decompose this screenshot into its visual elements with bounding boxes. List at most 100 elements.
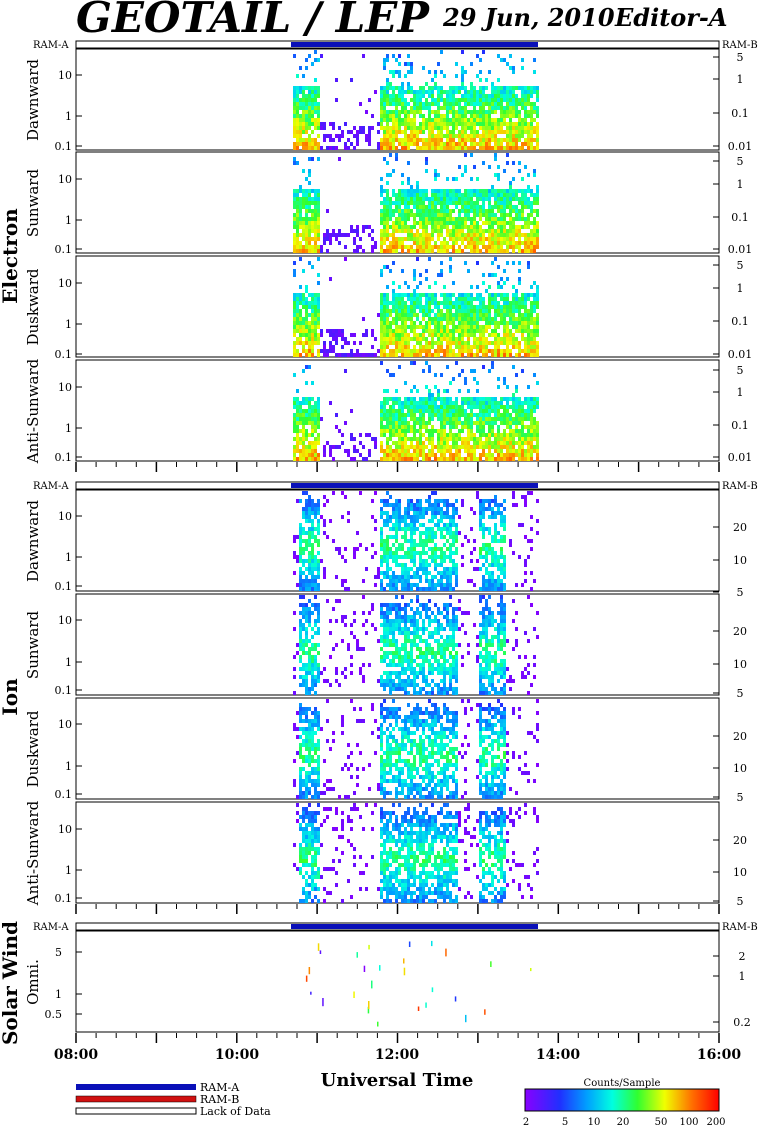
electron-panel-sunward-spectrogram-cell-729 — [488, 209, 491, 213]
electron-panel-sunward-spectrogram-cell-61 — [305, 177, 308, 181]
electron-panel-anti-sunward-spectrogram-cell-602 — [464, 441, 467, 445]
electron-panel-anti-sunward-spectrogram-cell-579 — [461, 369, 464, 373]
electron-panel-dawnward-spectrogram-cell-427 — [422, 106, 425, 110]
electron-panel-duskward-spectrogram-cell-312 — [398, 349, 401, 353]
electron-panel-dawnward-spectrogram-cell-285 — [392, 134, 395, 138]
ion-panel-dawnward-spectrogram-cell-222 — [386, 503, 389, 507]
electron-panel-sunward-spectrogram-cell-45 — [299, 245, 302, 249]
electron-panel-duskward-spectrogram-cell-730 — [482, 349, 485, 353]
ion-panel-dawnward-spectrogram-cell-452 — [428, 499, 431, 503]
electron-panel-anti-sunward-spectrogram-cell-377 — [419, 429, 422, 433]
electron-panel-dawnward-spectrogram-cell-326 — [401, 98, 404, 102]
ion-panel-dawnward-spectrogram-cell-300 — [398, 563, 401, 567]
electron-panel-sunward-spectrogram-cell-768 — [494, 237, 497, 241]
electron-panel-sunward-spectrogram-cell-178 — [359, 237, 362, 241]
electron-panel-dawnward-spectrogram-cell-407 — [416, 142, 419, 146]
electron-panel-anti-sunward-spectrogram-cell-46 — [302, 413, 305, 417]
electron-panel-anti-sunward-spectrogram-cell-184 — [380, 433, 383, 437]
electron-panel-sunward-spectrogram-cell-625 — [467, 201, 470, 205]
ion-panel-dawnward-spectrogram-cell-220 — [386, 491, 389, 495]
electron-panel-anti-sunward-spectrogram-cell-583 — [461, 409, 464, 413]
electron-panel-anti-sunward-spectrogram-cell-302 — [404, 425, 407, 429]
ion-panel-dawnward-spectrogram-cell-586 — [452, 503, 455, 507]
electron-panel-sunward-spectrogram-cell-252 — [389, 249, 392, 253]
electron-panel-sunward-spectrogram-cell-497 — [440, 213, 443, 217]
electron-panel-duskward-spectrogram-cell-262 — [389, 337, 392, 341]
electron-panel-sunward-spectrogram-cell-689 — [479, 209, 482, 213]
electron-panel-dawnward-spectrogram-cell-303 — [395, 138, 398, 142]
electron-panel-duskward-spectrogram-cell-392 — [416, 285, 419, 289]
electron-panel-duskward-spectrogram-cell-630 — [464, 305, 467, 309]
electron-panel-anti-sunward-spectrogram-cell-797 — [503, 457, 506, 461]
electron-panel-dawnward-spectrogram-cell-195 — [368, 134, 371, 138]
electron-panel-duskward-spectrogram-cell-665 — [470, 317, 473, 321]
electron-panel-sunward-spectrogram-cell-547 — [449, 245, 452, 249]
electron-panel-dawnward-spectrogram-cell-238 — [386, 58, 389, 62]
electron-panel-duskward-spectrogram-cell-25 — [296, 321, 299, 325]
electron-panel-anti-sunward-spectrogram-cell-169 — [368, 449, 371, 453]
electron-panel-sunward-spectrogram-cell-730 — [488, 213, 491, 217]
editor-label: Editor-A — [614, 3, 728, 32]
electron-panel-duskward-spectrogram-cell-682 — [473, 337, 476, 341]
electron-panel-anti-sunward-spectrogram-cell-953 — [536, 425, 539, 429]
electron-panel-duskward-spectrogram-cell-808 — [500, 293, 503, 297]
electron-panel-sunward-spectrogram-cell-752 — [491, 241, 494, 245]
electron-panel-duskward-spectrogram-cell-832 — [503, 337, 506, 341]
electron-panel-anti-sunward-spectrogram-cell-231 — [389, 453, 392, 457]
electron-panel-sunward-spectrogram-cell-704 — [482, 209, 485, 213]
ion-panel-dawnward-spectrogram-cell-225 — [386, 519, 389, 523]
electron-panel-dawnward-spectrogram-cell-746 — [485, 114, 488, 118]
ion-panel-sunward-spectrogram-cell-98 — [314, 655, 317, 659]
electron-panel-dawnward-spectrogram-cell-807 — [497, 106, 500, 110]
electron-panel-duskward-spectrogram-cell-718 — [482, 297, 485, 301]
electron-panel-sunward-spectrogram-cell-275 — [395, 221, 398, 225]
electron-panel-dawnward-spectrogram-cell-543 — [446, 110, 449, 114]
ion-panel-sunward-spectrogram-cell-105 — [314, 691, 317, 695]
electron-panel-sunward-spectrogram-cell-687 — [479, 197, 482, 201]
electron-panel-dawnward-spectrogram-cell-166 — [341, 134, 344, 138]
electron-panel-duskward-spectrogram-cell-912 — [521, 297, 524, 301]
electron-panel-duskward-spectrogram-cell-735 — [485, 313, 488, 317]
ion-panel-dawnward-spectrogram-cell-420 — [419, 587, 422, 591]
electron-panel-sunward-spectrogram-cell-959 — [533, 221, 536, 225]
electron-panel-dawnward-spectrogram-cell-659 — [470, 62, 473, 66]
electron-panel-dawnward-spectrogram-cell-953 — [527, 98, 530, 102]
electron-panel-duskward-spectrogram-cell-907 — [518, 341, 521, 345]
ion-panel-dawnward-spectrogram-cell-795 — [524, 559, 527, 563]
electron-panel-dawnward-spectrogram-cell-848 — [506, 98, 509, 102]
electron-panel-anti-sunward-spectrogram-cell-132 — [323, 453, 326, 457]
electron-panel-dawnward-spectrogram-cell-671 — [470, 130, 473, 134]
electron-panel-duskward-spectrogram-cell-302 — [398, 305, 401, 309]
electron-panel-anti-sunward-spectrogram-cell-927 — [530, 429, 533, 433]
electron-panel-sunward-spectrogram-cell-437 — [428, 213, 431, 217]
electron-panel-sunward-spectrogram-cell-114 — [314, 205, 317, 209]
electron-panel-dawnward-spectrogram-cell-57 — [302, 122, 305, 126]
electron-panel-duskward-spectrogram-cell-852 — [506, 353, 509, 357]
electron-panel-anti-sunward-spectrogram-cell-572 — [458, 429, 461, 433]
ion-panel-dawnward-spectrogram-cell-78 — [308, 583, 311, 587]
electron-panel-sunward-spectrogram-cell-461 — [434, 173, 437, 177]
ion-panel-sunward-spectrogram-cell-13 — [299, 627, 302, 631]
electron-panel-sunward-spectrogram-cell-140 — [317, 245, 320, 249]
ion-panel-dawnward-spectrogram-cell-625 — [464, 535, 467, 539]
electron-panel-dawnward-spectrogram-cell-651 — [467, 102, 470, 106]
electron-panel-dawnward-spectrogram-cell-279 — [392, 110, 395, 114]
electron-panel-duskward-spectrogram-cell-72 — [305, 337, 308, 341]
ion-panel-dawnward-spectrogram-cell-393 — [416, 515, 419, 519]
electron-panel-anti-sunward-spectrogram-cell-751 — [494, 445, 497, 449]
electron-panel-anti-sunward-spectrogram-cell-895 — [524, 417, 527, 421]
electron-panel-duskward-spectrogram-cell-252 — [386, 345, 389, 349]
electron-panel-sunward-spectrogram-cell-424 — [425, 217, 428, 221]
electron-panel-duskward-spectrogram-cell-368 — [410, 325, 413, 329]
ion-panel-dawnward-spectrogram-cell-335 — [407, 499, 410, 503]
electron-panel-sunward-spectrogram-cell-537 — [449, 193, 452, 197]
electron-panel-duskward-spectrogram-cell-127 — [317, 309, 320, 313]
ion-panel-dawnward-spectrogram-cell-558 — [446, 531, 449, 535]
electron-panel-dawnward-spectrogram-cell-352 — [407, 54, 410, 58]
electron-panel-anti-sunward-spectrogram-cell-894 — [524, 413, 527, 417]
electron-panel-duskward-spectrogram-cell-163 — [338, 329, 341, 333]
ion-panel-dawnward-spectrogram-cell-628 — [470, 507, 473, 511]
electron-panel-duskward-spectrogram-cell-117 — [314, 333, 317, 337]
electron-panel-sunward-spectrogram-cell-827 — [506, 201, 509, 205]
ion-panel-dawnward-spectrogram-cell-559 — [446, 539, 449, 543]
